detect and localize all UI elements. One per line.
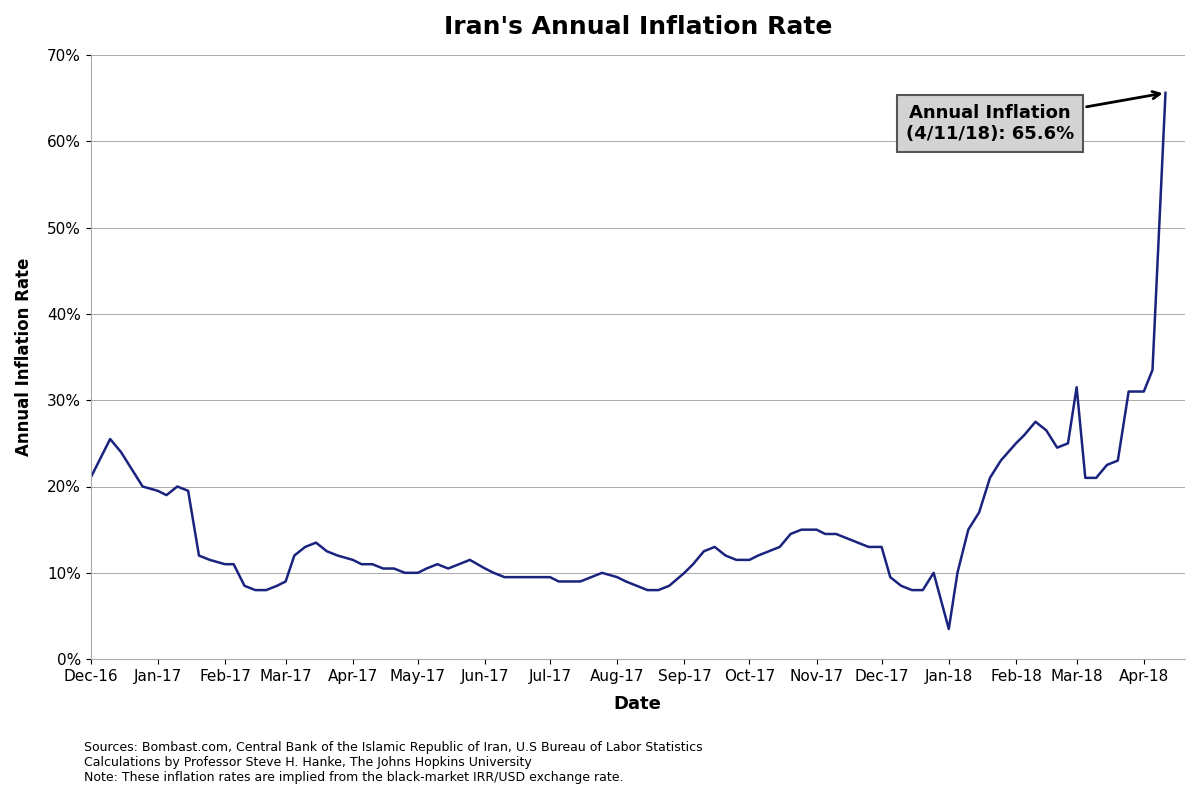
Title: Iran's Annual Inflation Rate: Iran's Annual Inflation Rate — [444, 15, 832, 39]
Text: Sources: Bombast.com, Central Bank of the Islamic Republic of Iran, U.S Bureau o: Sources: Bombast.com, Central Bank of th… — [84, 741, 703, 784]
X-axis label: Date: Date — [614, 695, 661, 713]
Y-axis label: Annual Inflation Rate: Annual Inflation Rate — [14, 258, 34, 456]
Text: Annual Inflation
(4/11/18): 65.6%: Annual Inflation (4/11/18): 65.6% — [906, 91, 1159, 143]
